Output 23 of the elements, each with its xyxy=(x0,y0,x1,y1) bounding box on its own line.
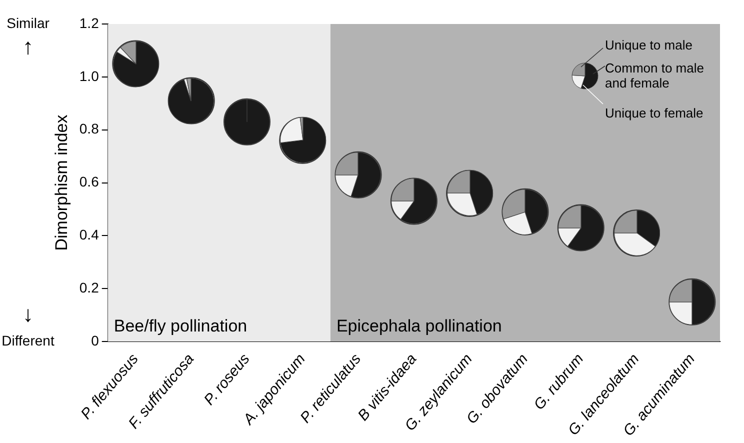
annotation: Unique to male xyxy=(605,38,692,53)
point xyxy=(502,188,549,236)
text: ↓ xyxy=(22,302,34,327)
y-tick-label: 1.2 xyxy=(79,14,100,31)
point xyxy=(557,204,604,252)
text: ↑ xyxy=(22,34,34,60)
y-tick-label: 0 xyxy=(91,332,100,348)
point xyxy=(613,210,660,257)
y-axis-title: Dimorphism index xyxy=(52,114,71,251)
band-label: Bee/fly pollination xyxy=(114,316,248,336)
y-tick-label: 0.8 xyxy=(79,120,100,137)
point xyxy=(390,178,438,225)
annotation: Unique to female xyxy=(605,106,704,121)
text: Similar xyxy=(6,14,50,31)
band-label: Epicephala pollination xyxy=(336,316,502,336)
y-tick-label: 1.0 xyxy=(79,68,100,84)
point xyxy=(668,278,716,326)
y-tick-label: 0.4 xyxy=(79,226,100,243)
text: Different xyxy=(2,332,54,348)
y-tick-label: 0.6 xyxy=(79,174,100,190)
y-tick-label: 0.2 xyxy=(79,279,100,296)
point xyxy=(334,151,382,198)
annotation: Common to male and female xyxy=(605,60,704,91)
